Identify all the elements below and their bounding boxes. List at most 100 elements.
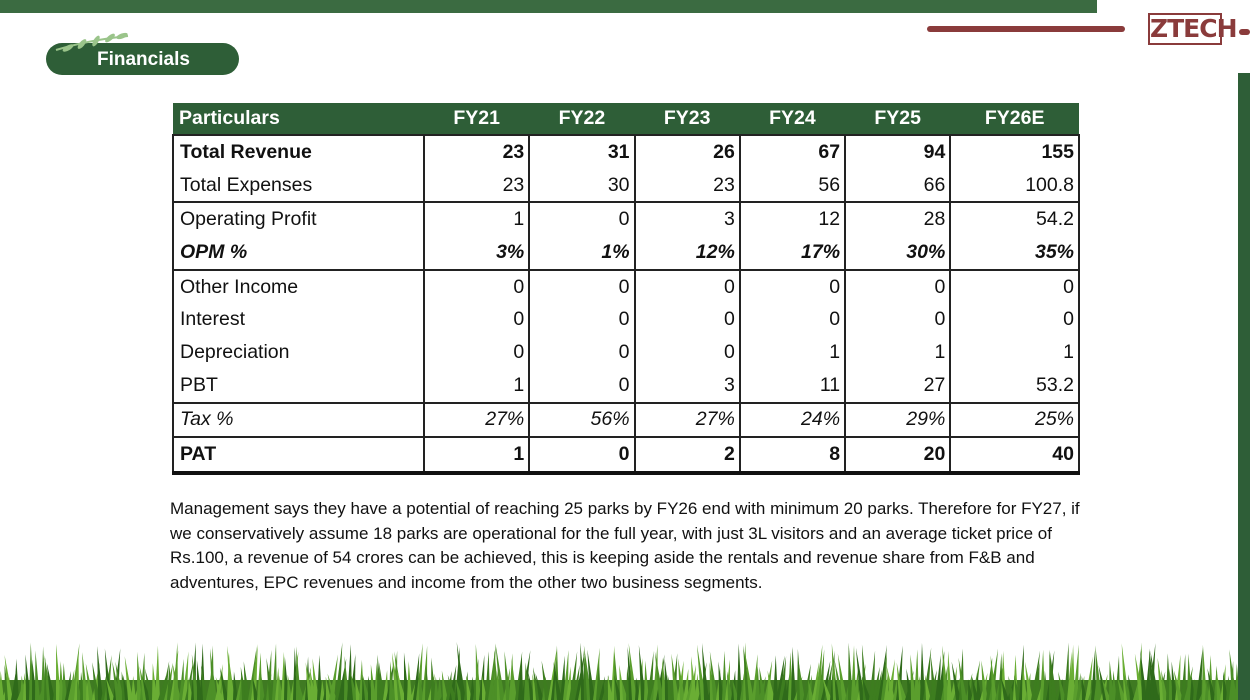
cell: 3 (633, 202, 740, 237)
grass-blade (219, 667, 229, 700)
cell: 1 (949, 336, 1080, 369)
grass-blade (1127, 674, 1135, 700)
grass-blade (1202, 644, 1207, 700)
grass-blade (906, 668, 913, 700)
grass-blade (389, 661, 394, 700)
grass-blade (1001, 650, 1006, 700)
grass-blade (1207, 668, 1216, 700)
cell: 0 (528, 303, 635, 337)
grass-blade (295, 670, 304, 700)
grass-blade (653, 644, 658, 700)
grass-blade (773, 655, 778, 700)
grass-blade (155, 645, 160, 700)
grass-blade (456, 679, 463, 700)
grass-blade (511, 658, 517, 700)
grass-blade (767, 670, 775, 700)
grass-blade (990, 655, 997, 700)
grass-blade (383, 670, 388, 700)
grass-blade (572, 664, 580, 700)
grass-blade (695, 673, 700, 700)
grass-blade (85, 663, 94, 700)
grass-blade (1024, 661, 1033, 700)
grass-blade (167, 664, 172, 700)
cell: 0 (528, 368, 635, 404)
grass-blade (131, 675, 136, 700)
cell: 0 (528, 437, 635, 475)
cell: 1 (844, 336, 951, 369)
grass-blade (4, 664, 10, 700)
grass-blade (312, 658, 319, 700)
grass-blade (335, 642, 343, 700)
grass-blade (834, 660, 844, 700)
cell: 54.2 (949, 202, 1080, 237)
grass-blade (104, 654, 112, 700)
grass-blade (196, 659, 202, 700)
grass-blade (541, 660, 550, 700)
grass-blade (644, 660, 649, 700)
cell: 25% (949, 402, 1080, 439)
cell: 1% (528, 236, 635, 271)
financials-table: Particulars FY21 FY22 FY23 FY24 FY25 FY26E Tot… (172, 103, 1080, 475)
grass-blade (776, 655, 785, 700)
grass (0, 642, 1238, 700)
grass-blade (137, 651, 142, 700)
cell: 0 (422, 336, 530, 369)
cell: 56% (528, 402, 635, 439)
grass-blade (1076, 672, 1081, 700)
grass-blade (818, 649, 825, 700)
cell: 0 (738, 303, 846, 337)
cell: 0 (844, 269, 951, 304)
row-label: Interest (172, 303, 424, 337)
grass-blade (65, 671, 71, 700)
grass-blade (191, 654, 199, 700)
grass-blade (737, 643, 742, 700)
grass-blade (872, 666, 880, 700)
row-label: OPM % (172, 236, 424, 271)
grass-blade (607, 675, 613, 700)
grass-blade (1049, 651, 1057, 700)
paragraph: Management says they have a potential of… (170, 499, 1080, 592)
grass-blade (854, 670, 859, 700)
row-label: Total Expenses (172, 168, 424, 204)
grass-blade (910, 654, 916, 700)
row-label: Total Revenue (172, 135, 424, 169)
grass-blade (887, 659, 895, 700)
grass-blade (691, 656, 697, 700)
grass-blade (344, 656, 349, 700)
column-header: FY21 (424, 103, 530, 136)
grass-blade (958, 657, 967, 700)
grass-blade (1145, 650, 1150, 700)
cell: 3% (422, 236, 530, 271)
cell: 27% (633, 402, 740, 439)
grass-blade (831, 643, 838, 700)
grass-blade (553, 661, 562, 700)
grass-blade (317, 654, 322, 700)
grass-blade (701, 642, 709, 700)
cell: 0 (633, 303, 740, 337)
cell: 1 (422, 202, 530, 237)
row-label: Tax % (172, 402, 424, 439)
grass-blade (638, 645, 646, 700)
grass-blade (396, 669, 406, 700)
cell: 1 (738, 336, 846, 369)
grass-blade (1040, 649, 1045, 700)
grass-blade (1196, 647, 1203, 700)
grass-blade (968, 679, 973, 700)
grass-blade (1199, 679, 1209, 700)
grass-blade (989, 648, 999, 700)
grass-blade (1171, 661, 1177, 700)
grass-blade (1014, 674, 1021, 700)
grass-blade (821, 660, 831, 700)
grass-blade (201, 665, 208, 700)
cell: 53.2 (949, 368, 1080, 404)
cell: 28 (844, 202, 951, 237)
cell: 31 (528, 135, 635, 169)
grass-blade (935, 654, 941, 700)
grass-blade (447, 674, 457, 700)
cell: 23 (422, 168, 530, 204)
grass-blade (518, 653, 523, 700)
grass-blade (527, 670, 535, 700)
grass-blade (599, 676, 605, 700)
grass-blade (350, 670, 358, 700)
